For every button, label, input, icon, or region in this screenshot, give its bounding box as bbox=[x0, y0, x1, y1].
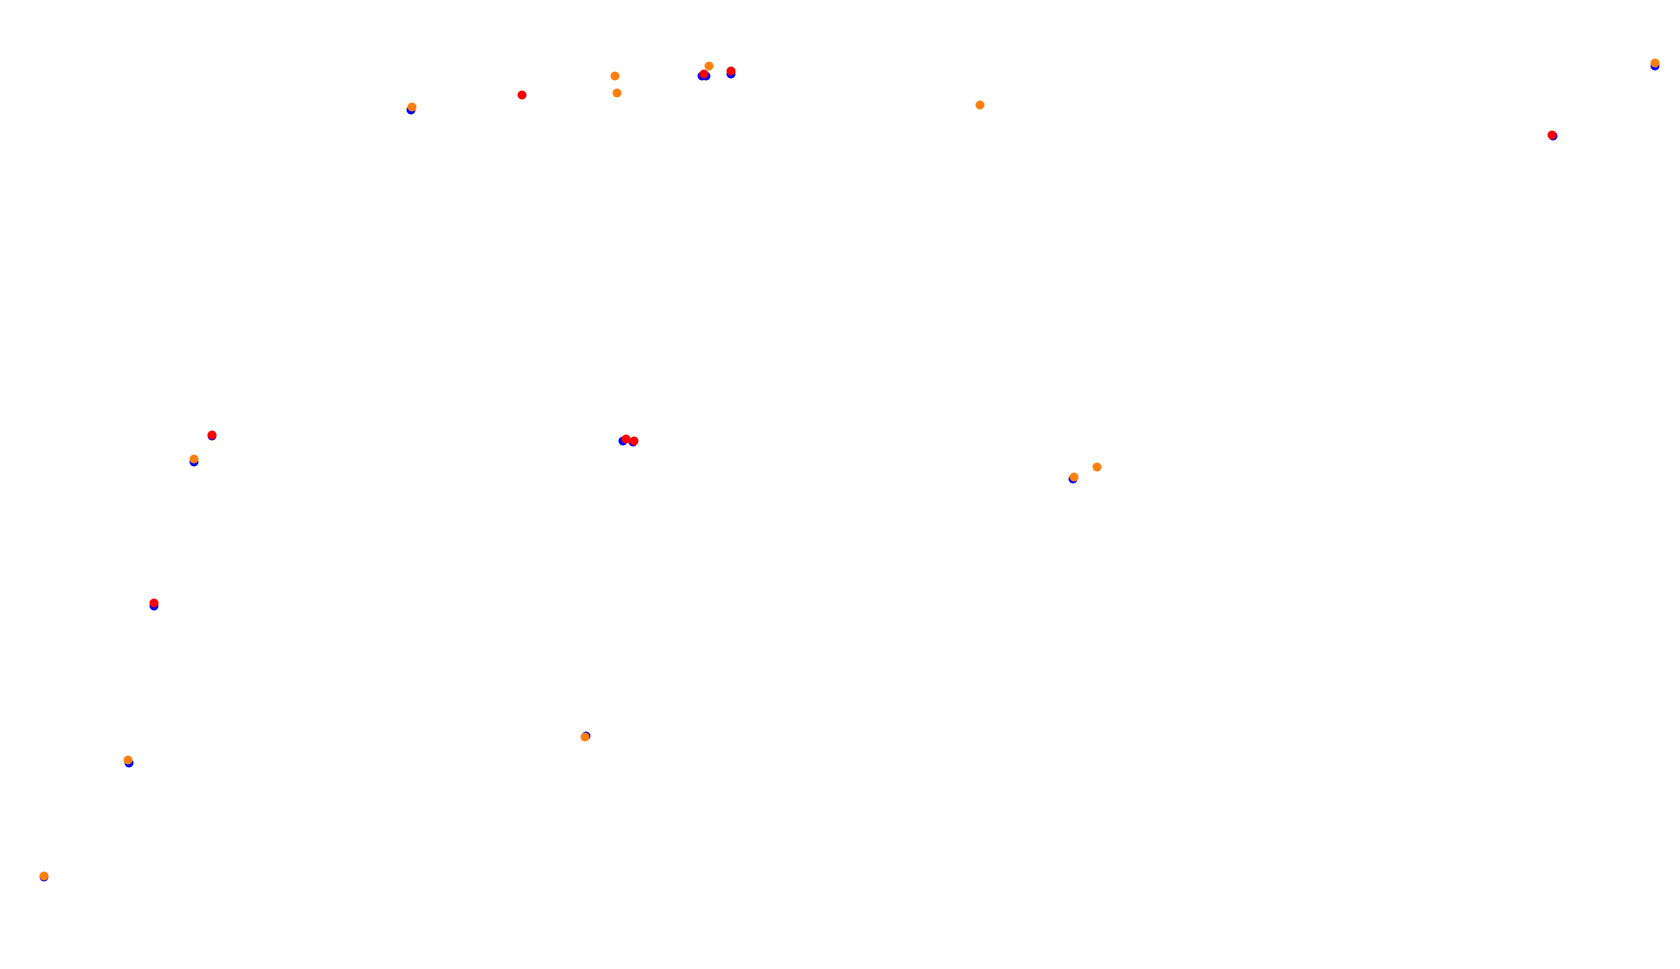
scatter-point bbox=[1650, 58, 1660, 68]
scatter-point bbox=[610, 71, 620, 81]
series-0 bbox=[39, 61, 1660, 882]
series-1 bbox=[149, 66, 1557, 608]
scatter-point bbox=[189, 454, 199, 464]
scatter-point bbox=[1092, 462, 1102, 472]
series-2 bbox=[39, 58, 1660, 881]
scatter-point bbox=[123, 755, 133, 765]
scatter-point bbox=[629, 436, 639, 446]
scatter-point bbox=[207, 430, 217, 440]
scatter-point bbox=[1069, 472, 1079, 482]
scatter-point bbox=[149, 598, 159, 608]
scatter-point bbox=[975, 100, 985, 110]
scatter-point bbox=[699, 69, 709, 79]
scatter-point bbox=[612, 88, 622, 98]
scatter-point bbox=[580, 732, 590, 742]
scatter-point bbox=[726, 66, 736, 76]
scatter-point bbox=[39, 871, 49, 881]
scatter-point bbox=[517, 90, 527, 100]
scatter-point bbox=[704, 61, 714, 71]
scatter-point bbox=[1547, 130, 1557, 140]
scatter-point bbox=[407, 102, 417, 112]
scatter-point bbox=[621, 434, 631, 444]
